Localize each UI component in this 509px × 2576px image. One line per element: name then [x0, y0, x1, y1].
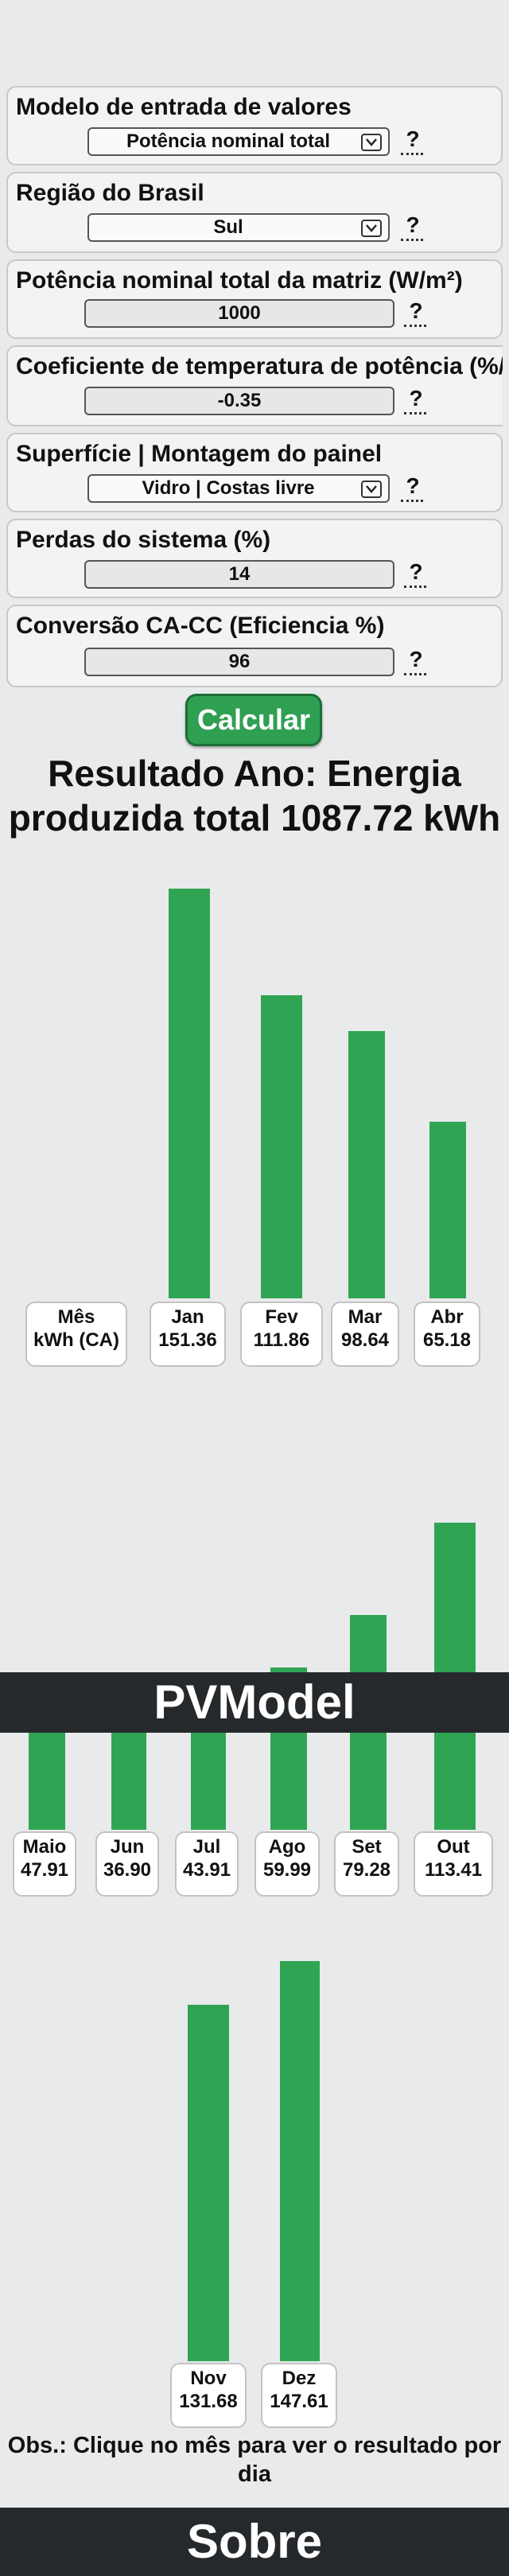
input-value: -0.35	[217, 390, 262, 411]
month-value-label: 131.68	[179, 2391, 238, 2412]
select-value: Vidro | Costas livre	[142, 477, 315, 499]
input-value: 96	[228, 651, 251, 672]
month-label-box[interactable]: Fev 111.86	[240, 1302, 323, 1367]
field-nominal-power: Potência nominal total da matriz (W/m²) …	[6, 259, 503, 339]
field-label: Coeficiente de temperatura de potência (…	[16, 353, 503, 379]
obs-line-2: dia	[238, 2461, 271, 2487]
legend-y-label: kWh (CA)	[33, 1329, 119, 1351]
input-model-select[interactable]: Potência nominal total	[87, 127, 390, 156]
month-label-box[interactable]: Nov 131.68	[170, 2363, 247, 2428]
input-value: 1000	[218, 302, 261, 324]
month-value-label: 65.18	[422, 1329, 472, 1351]
month-label-box[interactable]: Mar 98.64	[331, 1302, 399, 1367]
obs-note: Obs.: Clique no mês para ver o resultado…	[0, 2431, 509, 2488]
sobre-footer[interactable]: Sobre	[0, 2508, 509, 2576]
month-value-label: 111.86	[253, 1329, 310, 1351]
month-value-label: 151.36	[158, 1329, 217, 1351]
select-value: Potência nominal total	[126, 130, 331, 152]
month-label: Mar	[348, 1306, 383, 1328]
field-ac-dc-conversion: Conversão CA-CC (Eficiencia %) 96 ?	[6, 605, 503, 687]
field-label: Perdas do sistema (%)	[16, 527, 271, 553]
help-link[interactable]: ?	[404, 560, 426, 588]
field-temperature-coefficient: Coeficiente de temperatura de potência (…	[6, 345, 503, 426]
month-label-box[interactable]: Jan 151.36	[150, 1302, 226, 1367]
month-label: Abr	[430, 1306, 464, 1328]
help-link[interactable]: ?	[404, 299, 426, 327]
field-label: Superfície | Montagem do painel	[16, 441, 383, 467]
help-link[interactable]: ?	[401, 213, 423, 241]
month-value-label: 113.41	[424, 1859, 483, 1881]
month-value-label: 36.90	[103, 1859, 152, 1881]
bar-jan[interactable]	[169, 888, 210, 1298]
nominal-power-input[interactable]: 1000	[84, 299, 394, 328]
field-label: Região do Brasil	[16, 180, 204, 206]
select-value: Sul	[213, 216, 243, 238]
month-label-box[interactable]: Jun 36.90	[95, 1831, 159, 1897]
region-select[interactable]: Sul	[87, 213, 390, 242]
month-value-label: 79.28	[342, 1859, 391, 1881]
month-label-box[interactable]: Out 113.41	[414, 1831, 493, 1897]
bar-dez[interactable]	[280, 1961, 320, 2361]
month-value-label: 147.61	[270, 2391, 328, 2412]
help-link[interactable]: ?	[401, 127, 423, 155]
field-label: Modelo de entrada de valores	[16, 94, 352, 120]
month-label: Maio	[22, 1836, 67, 1858]
bar-jun[interactable]	[111, 1730, 146, 1830]
temperature-coefficient-input[interactable]: -0.35	[84, 387, 394, 415]
month-label: Set	[352, 1836, 382, 1858]
result-line-1: Resultado Ano: Energia	[48, 753, 461, 794]
calculate-button[interactable]: Calcular	[185, 694, 322, 746]
month-label: Fev	[265, 1306, 298, 1328]
bar-abr[interactable]	[429, 1122, 466, 1298]
pvmodel-banner: PVModel	[0, 1672, 509, 1733]
field-panel-mounting: Superfície | Montagem do painel Vidro | …	[6, 433, 503, 512]
chevron-down-icon	[361, 134, 382, 151]
month-label: Ago	[268, 1836, 306, 1858]
help-link[interactable]: ?	[404, 387, 426, 414]
month-label: Jul	[192, 1836, 221, 1858]
result-heading: Resultado Ano: Energia produzida total 1…	[0, 751, 509, 840]
help-link[interactable]: ?	[404, 648, 426, 675]
month-label-box[interactable]: Set 79.28	[334, 1831, 399, 1897]
bar-mar[interactable]	[348, 1031, 385, 1298]
legend-x-label: Mês	[57, 1306, 95, 1328]
month-label-box[interactable]: Jul 43.91	[175, 1831, 239, 1897]
month-label-box[interactable]: Ago 59.99	[254, 1831, 320, 1897]
help-link[interactable]: ?	[401, 474, 423, 502]
bar-fev[interactable]	[261, 995, 302, 1298]
result-line-2: produzida total 1087.72 kWh	[8, 797, 501, 839]
field-system-losses: Perdas do sistema (%) 14 ?	[6, 519, 503, 598]
month-value-label: 43.91	[182, 1859, 231, 1881]
chevron-down-icon	[361, 481, 382, 498]
month-label: Dez	[282, 2368, 317, 2389]
system-losses-input[interactable]: 14	[84, 560, 394, 589]
panel-mounting-select[interactable]: Vidro | Costas livre	[87, 474, 390, 503]
field-region: Região do Brasil Sul ?	[6, 172, 503, 253]
chevron-down-icon	[361, 220, 382, 237]
month-label-box[interactable]: Dez 147.61	[261, 2363, 337, 2428]
month-label: Jun	[110, 1836, 145, 1858]
chart-legend-box: Mês kWh (CA)	[25, 1302, 127, 1367]
month-label-box[interactable]: Maio 47.91	[13, 1831, 76, 1897]
month-label: Nov	[190, 2368, 227, 2389]
month-label-box[interactable]: Abr 65.18	[414, 1302, 480, 1367]
ac-dc-conversion-input[interactable]: 96	[84, 648, 394, 676]
month-value-label: 59.99	[262, 1859, 312, 1881]
month-label: Jan	[171, 1306, 204, 1328]
month-label: Out	[437, 1836, 470, 1858]
field-label: Conversão CA-CC (Eficiencia %)	[16, 613, 385, 639]
bar-nov[interactable]	[188, 2004, 229, 2361]
field-input-model: Modelo de entrada de valores Potência no…	[6, 86, 503, 165]
obs-line-1: Obs.: Clique no mês para ver o resultado…	[7, 2433, 502, 2458]
month-value-label: 98.64	[340, 1329, 390, 1351]
field-label: Potência nominal total da matriz (W/m²)	[16, 267, 463, 294]
month-value-label: 47.91	[20, 1859, 69, 1881]
input-value: 14	[228, 563, 251, 585]
